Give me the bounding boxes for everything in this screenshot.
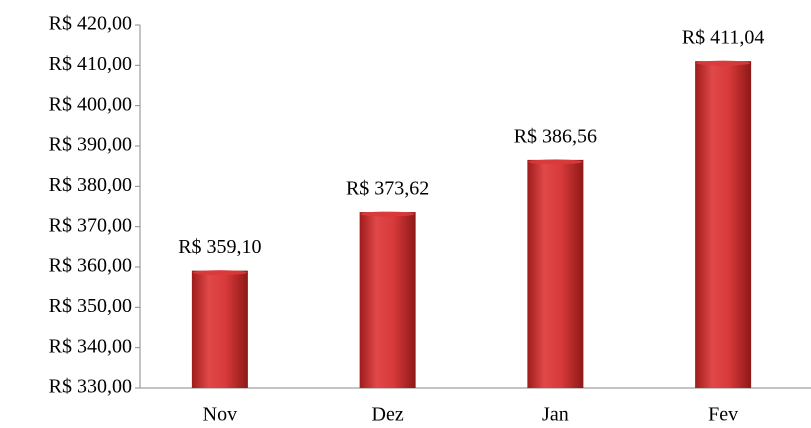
x-tick-label: Fev [708, 404, 738, 426]
y-tick-label: R$ 340,00 [49, 335, 132, 357]
bar-top [696, 60, 751, 66]
y-tick-label: R$ 360,00 [49, 255, 132, 277]
data-label: R$ 373,62 [346, 178, 429, 200]
y-tick-label: R$ 380,00 [49, 174, 132, 196]
y-tick-label: R$ 390,00 [49, 134, 132, 156]
data-label: R$ 386,56 [514, 125, 597, 147]
data-label: R$ 359,10 [178, 236, 261, 258]
bar-top [192, 270, 247, 276]
y-tick-label: R$ 330,00 [49, 376, 132, 398]
x-tick-label: Jan [542, 404, 569, 426]
bar [695, 61, 752, 388]
y-tick-label: R$ 400,00 [49, 93, 132, 115]
y-tick-label: R$ 420,00 [49, 13, 132, 35]
bar [359, 212, 416, 388]
y-tick-label: R$ 410,00 [49, 53, 132, 75]
y-tick-label: R$ 350,00 [49, 295, 132, 317]
x-tick-label: Nov [203, 404, 237, 426]
data-label: R$ 411,04 [682, 27, 765, 49]
bar [527, 159, 584, 388]
bar [191, 270, 248, 388]
bar-top [528, 159, 583, 165]
x-tick-label: Dez [372, 404, 404, 426]
y-tick-label: R$ 370,00 [49, 214, 132, 236]
bar-top [360, 211, 415, 217]
